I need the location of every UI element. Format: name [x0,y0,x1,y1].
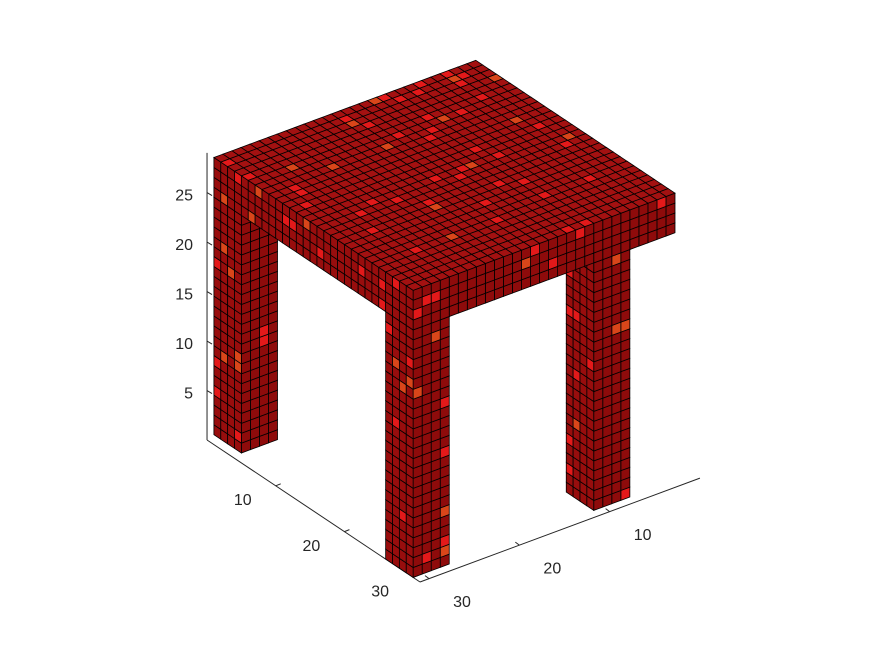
x-tick [275,483,281,487]
z-tick-label: 20 [175,237,193,254]
x-tick-label: 30 [371,584,389,601]
y-tick [515,541,520,546]
z-tick [206,390,213,394]
z-tick-label: 5 [184,386,193,403]
y-tick-label: 20 [543,560,561,577]
z-tick-label: 15 [175,287,193,304]
z-tick [206,340,213,345]
z-tick [206,192,213,196]
z-tick-label: 25 [175,188,193,205]
z-tick [206,291,213,295]
voxel-face [405,281,424,291]
y-tick-label: 10 [634,527,652,544]
y-tick [424,575,430,580]
y-tick-label: 30 [453,594,471,611]
z-tick [206,241,213,246]
z-tick-label: 10 [175,336,193,353]
axis-line [206,439,421,583]
x-tick [344,529,350,533]
x-tick-label: 20 [303,538,321,555]
y-tick [605,508,610,513]
x-tick-label: 10 [234,492,252,509]
axis-line [419,477,701,583]
